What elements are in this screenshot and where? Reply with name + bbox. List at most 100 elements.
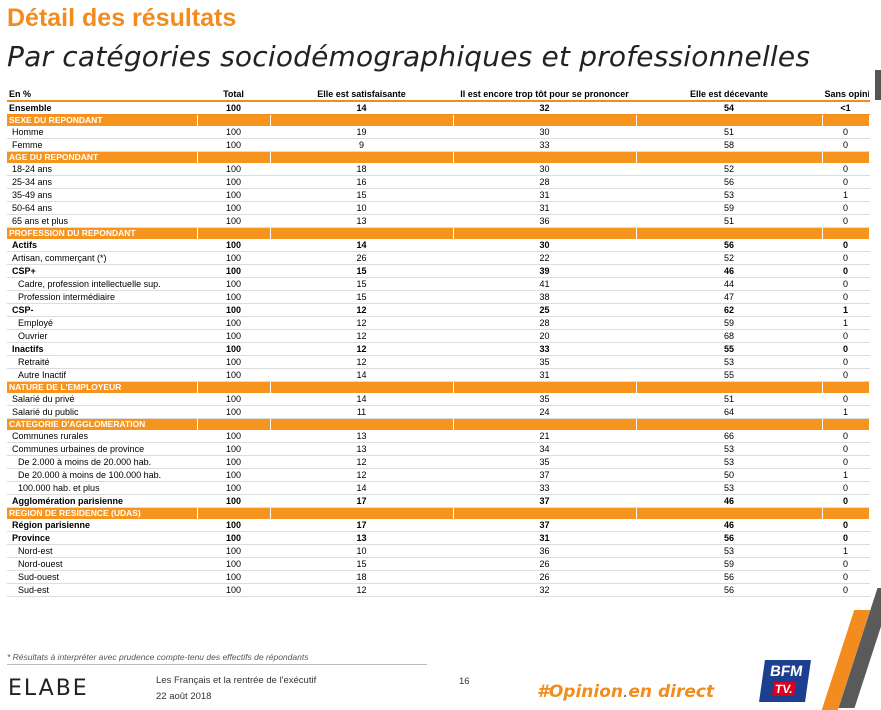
cell-trop-tot: 35 bbox=[453, 393, 637, 406]
cell-trop-tot: 26 bbox=[453, 570, 637, 584]
section-title: AGE DU REPONDANT bbox=[7, 151, 198, 163]
section-title: SEXE DU REPONDANT bbox=[7, 114, 198, 126]
study-title: Les Français et la rentrée de l'exécutif bbox=[156, 675, 317, 686]
section-filler-cell bbox=[636, 227, 823, 239]
cell-total: 100 bbox=[197, 368, 271, 382]
cell-trop-tot: 34 bbox=[453, 442, 637, 456]
section-filler-cell bbox=[197, 114, 271, 126]
cell-trop-tot: 24 bbox=[453, 405, 637, 419]
cell-satisfaisante: 14 bbox=[270, 368, 454, 382]
cell-total: 100 bbox=[197, 544, 271, 558]
cell-satisfaisante: 17 bbox=[270, 519, 454, 532]
section-filler-cell bbox=[270, 114, 454, 126]
row-label: 65 ans et plus bbox=[7, 214, 198, 228]
section-filler-cell bbox=[197, 507, 271, 519]
table-row: Femme 100 9 33 58 0 bbox=[7, 138, 870, 152]
row-label: Agglomération parisienne bbox=[7, 494, 198, 508]
cell-trop-tot: 31 bbox=[453, 201, 637, 215]
cell-trop-tot: 36 bbox=[453, 214, 637, 228]
table-row: Nord-est 100 10 36 53 1 bbox=[7, 544, 870, 558]
table-row: Sud-ouest 100 18 26 56 0 bbox=[7, 570, 870, 584]
cell-sans-opinion: 1 bbox=[822, 468, 870, 482]
table-row: Ouvrier 100 12 20 68 0 bbox=[7, 329, 870, 343]
cell-trop-tot: 35 bbox=[453, 455, 637, 469]
cell-satisfaisante: 26 bbox=[270, 251, 454, 265]
cell-decevante: 62 bbox=[636, 303, 823, 317]
cell-trop-tot: 31 bbox=[453, 188, 637, 202]
cell-satisfaisante: 17 bbox=[270, 494, 454, 508]
row-label: Nord-est bbox=[7, 544, 198, 558]
row-label: De 2.000 à moins de 20.000 hab. bbox=[7, 455, 198, 469]
cell-total: 100 bbox=[197, 455, 271, 469]
cell-trop-tot: 20 bbox=[453, 329, 637, 343]
cell-decevante: 66 bbox=[636, 430, 823, 443]
cell-satisfaisante: 9 bbox=[270, 138, 454, 152]
row-label: Sud-ouest bbox=[7, 570, 198, 584]
cell-trop-tot: 33 bbox=[453, 481, 637, 495]
section-filler-cell bbox=[453, 227, 637, 239]
cell-decevante: 53 bbox=[636, 544, 823, 558]
row-label: De 20.000 à moins de 100.000 hab. bbox=[7, 468, 198, 482]
cell-trop-tot: 33 bbox=[453, 342, 637, 356]
cell-decevante: 64 bbox=[636, 405, 823, 419]
cell-satisfaisante: 13 bbox=[270, 531, 454, 545]
row-label: 18-24 ans bbox=[7, 163, 198, 176]
section-filler-cell bbox=[636, 114, 823, 126]
cell-sans-opinion: 0 bbox=[822, 393, 870, 406]
cell-decevante: 59 bbox=[636, 201, 823, 215]
section-filler-cell bbox=[197, 418, 271, 430]
cell-trop-tot: 39 bbox=[453, 264, 637, 278]
bfm-logo-top: BFM bbox=[768, 663, 804, 680]
cell-total: 100 bbox=[197, 393, 271, 406]
section-header-row: NATURE DE L'EMPLOYEUR bbox=[7, 381, 870, 393]
row-label: Actifs bbox=[7, 239, 198, 252]
section-filler-cell bbox=[270, 227, 454, 239]
cell-total: 100 bbox=[197, 481, 271, 495]
cell-decevante: 52 bbox=[636, 251, 823, 265]
cell-sans-opinion: 0 bbox=[822, 138, 870, 152]
results-table: En % Total Elle est satisfaisante Il est… bbox=[7, 88, 870, 597]
column-header-sans-opinion: Sans opinion bbox=[822, 88, 870, 102]
cell-satisfaisante: 13 bbox=[270, 442, 454, 456]
column-header-label: En % bbox=[7, 88, 198, 102]
row-label: Autre Inactif bbox=[7, 368, 198, 382]
cell-decevante: 53 bbox=[636, 442, 823, 456]
section-filler-cell bbox=[636, 151, 823, 163]
cell-decevante: 59 bbox=[636, 557, 823, 571]
section-filler-cell bbox=[453, 381, 637, 393]
cell-decevante: 53 bbox=[636, 481, 823, 495]
cell-total: 100 bbox=[197, 188, 271, 202]
hashtag-opinion-en-direct: #Opinion.en direct bbox=[537, 682, 714, 702]
column-header-decevante: Elle est décevante bbox=[636, 88, 823, 102]
section-filler-cell bbox=[197, 151, 271, 163]
table-row: Nord-ouest 100 15 26 59 0 bbox=[7, 557, 870, 571]
section-filler-cell bbox=[270, 381, 454, 393]
cell-satisfaisante: 15 bbox=[270, 290, 454, 304]
table-row: Sud-est 100 12 32 56 0 bbox=[7, 583, 870, 597]
cell-sans-opinion: 0 bbox=[822, 455, 870, 469]
page-subtitle: Par catégories sociodémographiques et pr… bbox=[7, 40, 811, 73]
column-header-satisfaisante: Elle est satisfaisante bbox=[270, 88, 454, 102]
cell-total: 100 bbox=[197, 264, 271, 278]
cell-decevante: 53 bbox=[636, 455, 823, 469]
cell-decevante: 46 bbox=[636, 264, 823, 278]
cell-trop-tot: 37 bbox=[453, 519, 637, 532]
cell-trop-tot: 30 bbox=[453, 163, 637, 176]
cell-satisfaisante: 14 bbox=[270, 481, 454, 495]
cell-satisfaisante: 12 bbox=[270, 303, 454, 317]
cell-trop-tot: 32 bbox=[453, 101, 637, 115]
cell-trop-tot: 30 bbox=[453, 239, 637, 252]
section-filler-cell bbox=[270, 507, 454, 519]
cell-satisfaisante: 11 bbox=[270, 405, 454, 419]
section-header-row: PROFESSION DU REPONDANT bbox=[7, 227, 870, 239]
cell-satisfaisante: 15 bbox=[270, 557, 454, 571]
cell-total: 100 bbox=[197, 303, 271, 317]
cell-trop-tot: 38 bbox=[453, 290, 637, 304]
row-label: CSP- bbox=[7, 303, 198, 317]
cell-trop-tot: 41 bbox=[453, 277, 637, 291]
cell-decevante: 54 bbox=[636, 101, 823, 115]
cell-satisfaisante: 14 bbox=[270, 239, 454, 252]
section-filler-cell bbox=[453, 418, 637, 430]
cell-decevante: 53 bbox=[636, 188, 823, 202]
hashtag-end: en direct bbox=[628, 682, 715, 702]
